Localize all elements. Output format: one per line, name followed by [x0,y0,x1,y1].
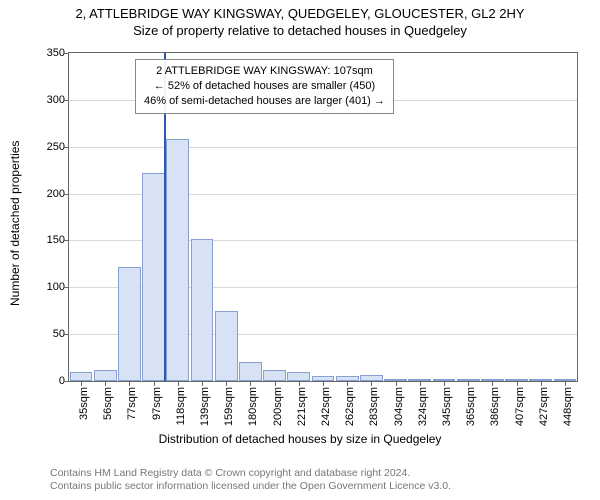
annotation-line-1: 2 ATTLEBRIDGE WAY KINGSWAY: 107sqm [144,64,385,79]
x-tick-mark [81,381,82,386]
x-tick-mark [565,381,566,386]
x-tick-label: 200sqm [272,387,284,426]
x-tick-label: 221sqm [296,387,308,426]
x-tick-label: 242sqm [320,387,332,426]
x-tick-label: 139sqm [199,387,211,426]
x-tick-label: 324sqm [417,387,429,426]
histogram-bar [142,173,165,381]
x-tick-label: 262sqm [344,387,356,426]
footer-line-2: Contains public sector information licen… [50,480,451,494]
x-tick-mark [226,381,227,386]
y-tick-label: 350 [47,47,65,59]
x-tick-mark [299,381,300,386]
y-tick-mark [64,194,69,195]
x-tick-mark [468,381,469,386]
x-tick-label: 97sqm [151,387,163,420]
x-tick-mark [275,381,276,386]
histogram-bar [239,362,262,381]
annotation-box: 2 ATTLEBRIDGE WAY KINGSWAY: 107sqm ← 52%… [135,59,394,114]
x-tick-label: 386sqm [489,387,501,426]
histogram-bar [215,311,238,381]
y-axis-label: Number of detached properties [8,141,22,306]
x-tick-mark [129,381,130,386]
y-tick-mark [64,240,69,241]
x-tick-label: 304sqm [393,387,405,426]
y-tick-mark [64,381,69,382]
histogram-bar [287,372,310,381]
gridline [69,147,577,148]
x-tick-mark [323,381,324,386]
footer-attribution: Contains HM Land Registry data © Crown c… [50,467,451,494]
y-tick-mark [64,287,69,288]
y-tick-mark [64,147,69,148]
x-tick-label: 56sqm [102,387,114,420]
y-tick-mark [64,100,69,101]
page-title: 2, ATTLEBRIDGE WAY KINGSWAY, QUEDGELEY, … [0,0,600,21]
histogram-bar [166,139,189,381]
histogram-bar [70,372,93,381]
footer-line-1: Contains HM Land Registry data © Crown c… [50,467,451,481]
x-tick-mark [347,381,348,386]
x-tick-mark [541,381,542,386]
x-tick-mark [105,381,106,386]
histogram-chart: 05010015020025030035035sqm56sqm77sqm97sq… [50,46,580,416]
y-tick-mark [64,334,69,335]
y-tick-label: 250 [47,141,65,153]
y-tick-label: 100 [47,281,65,293]
histogram-bar [118,267,141,381]
x-tick-label: 159sqm [223,387,235,426]
x-tick-label: 118sqm [175,387,187,425]
plot-area: 05010015020025030035035sqm56sqm77sqm97sq… [68,52,578,382]
histogram-bar [191,239,214,381]
x-tick-label: 427sqm [538,387,550,426]
x-tick-mark [178,381,179,386]
x-tick-mark [202,381,203,386]
x-tick-label: 180sqm [247,387,259,426]
x-tick-label: 448sqm [562,387,574,426]
y-tick-mark [64,53,69,54]
y-tick-label: 150 [47,234,65,246]
x-tick-label: 345sqm [441,387,453,426]
y-tick-label: 300 [47,94,65,106]
x-tick-label: 35sqm [78,387,90,420]
x-tick-mark [250,381,251,386]
y-tick-label: 200 [47,188,65,200]
x-tick-mark [154,381,155,386]
x-tick-mark [371,381,372,386]
page-subtitle: Size of property relative to detached ho… [0,21,600,38]
annotation-line-3: 46% of semi-detached houses are larger (… [144,94,385,109]
x-tick-label: 283sqm [368,387,380,426]
x-tick-mark [420,381,421,386]
x-tick-mark [492,381,493,386]
x-tick-label: 365sqm [465,387,477,426]
x-tick-mark [517,381,518,386]
histogram-bar [263,370,286,381]
x-tick-label: 407sqm [514,387,526,426]
x-tick-mark [444,381,445,386]
x-tick-label: 77sqm [126,387,138,420]
x-axis-label: Distribution of detached houses by size … [0,432,600,446]
x-tick-mark [396,381,397,386]
annotation-line-2: ← 52% of detached houses are smaller (45… [144,79,385,94]
histogram-bar [94,370,117,381]
